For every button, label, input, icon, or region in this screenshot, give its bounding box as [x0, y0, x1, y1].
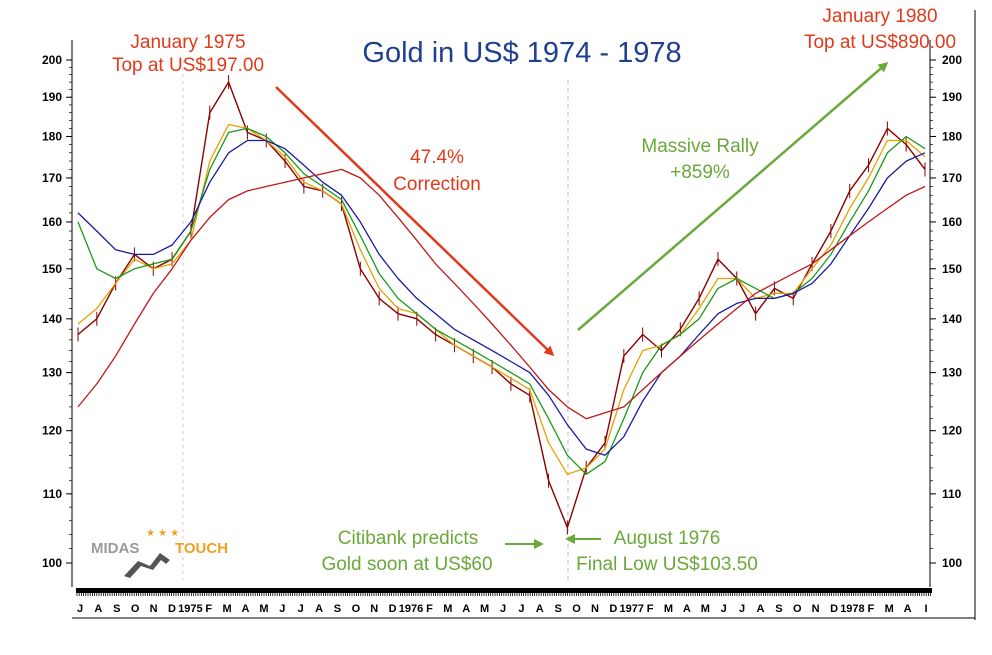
correction-arrow [275, 86, 555, 357]
x-tick-label: J [298, 603, 304, 615]
x-tick-label: S [775, 603, 782, 615]
y-axis-right: 100 110 120 130 140 150 160 170 180 190 200 [930, 53, 962, 570]
x-tick-label: S [113, 603, 120, 615]
x-tick-label: M [443, 603, 452, 615]
y-tick-label-left: 120 [42, 424, 62, 438]
x-tick-label: A [683, 603, 691, 615]
y-tick-label-left: 190 [42, 90, 62, 104]
y-tick-label-left: 140 [42, 312, 62, 326]
y-tick-label-left: 110 [43, 487, 63, 501]
x-tick-label: A [536, 603, 544, 615]
x-tick-label: N [370, 603, 378, 615]
aug1976-label-line2: Final Low US$103.50 [576, 554, 758, 575]
x-tick-label: J [721, 603, 727, 615]
x-tick-label: M [480, 603, 489, 615]
y-tick-label-left: 200 [42, 53, 62, 67]
y-tick-label-right: 100 [942, 556, 962, 570]
y-tick-label-right: 150 [942, 262, 962, 276]
x-tick-label: 1975 [178, 603, 202, 615]
logo-bull-icon [124, 553, 170, 578]
x-tick-label: 1977 [619, 603, 643, 615]
series-line-moving-average-short [77, 123, 926, 475]
x-tick-label: F [205, 603, 212, 615]
x-tick-label: A [242, 603, 250, 615]
rally-label-line2: +859% [670, 162, 730, 183]
jan1980-label-line1: January 1980 [822, 6, 937, 27]
x-axis: J A S O N D 1975 F M A M J J A S O N D 1976 F M A M J J A S O N D 1977… [76, 588, 932, 615]
x-tick-label: 1976 [399, 603, 423, 615]
x-tick-label: A [94, 603, 102, 615]
logo-stars: ★ ★ ★ [146, 528, 179, 539]
x-tick-label: N [150, 603, 158, 615]
correction-label-line1: 47.4% [410, 147, 464, 168]
logo-word-midas: MIDAS [91, 540, 139, 557]
series-layer [77, 75, 926, 535]
x-tick-label: S [555, 603, 562, 615]
x-tick-label: 1978 [840, 603, 864, 615]
x-tick-label: A [462, 603, 470, 615]
x-tick-label: M [223, 603, 232, 615]
x-tick-label: O [793, 603, 802, 615]
y-tick-label-left: 130 [42, 366, 62, 380]
y-tick-label-right: 160 [942, 215, 962, 229]
x-tick-label: O [572, 603, 581, 615]
x-tick-label: J [77, 603, 83, 615]
y-axis-left: 100 110 120 130 140 150 160 170 180 190 200 [42, 53, 72, 570]
x-tick-label: O [131, 603, 140, 615]
y-tick-label-right: 200 [942, 53, 962, 67]
y-tick-label-right: 180 [942, 129, 962, 143]
x-tick-label: D [389, 603, 397, 615]
x-tick-label: J [279, 603, 285, 615]
x-tick-label: A [757, 603, 765, 615]
x-tick-label: S [334, 603, 341, 615]
rally-label-line1: Massive Rally [641, 136, 759, 157]
midas-touch-logo: ★ ★ ★ MIDAS TOUCH [91, 528, 228, 578]
x-tick-label: M [701, 603, 710, 615]
series-line-moving-average-longest [77, 168, 926, 420]
y-tick-label-right: 120 [942, 424, 962, 438]
x-tick-label: D [830, 603, 838, 615]
logo-word-touch: TOUCH [175, 540, 228, 557]
x-axis-tick-band [76, 588, 932, 593]
rally-arrow [577, 62, 889, 331]
y-tick-label-right: 140 [942, 312, 962, 326]
y-tick-label-left: 160 [42, 215, 62, 229]
jan1975-label-line1: January 1975 [130, 32, 245, 53]
y-tick-label-left: 100 [42, 556, 62, 570]
chart-title: Gold in US$ 1974 - 1978 [362, 37, 681, 69]
citibank-label-line2: Gold soon at US$60 [321, 554, 492, 575]
x-tick-label: O [352, 603, 361, 615]
y-tick-label-right: 190 [942, 90, 962, 104]
x-tick-label: N [591, 603, 599, 615]
x-tick-label: J [518, 603, 524, 615]
series-line-moving-average-long [77, 139, 926, 456]
y-tick-label-right: 170 [942, 171, 962, 185]
jan1975-label-line2: Top at US$197.00 [112, 55, 264, 76]
x-tick-label: J [500, 603, 506, 615]
x-tick-label: A [315, 603, 323, 615]
y-tick-label-left: 180 [42, 129, 62, 143]
citibank-label-line1: Citibank predicts [338, 528, 478, 549]
x-tick-label: D [609, 603, 617, 615]
x-tick-label: D [168, 603, 176, 615]
x-tick-label: A [904, 603, 912, 615]
x-tick-label: M [259, 603, 268, 615]
x-tick-label: I [924, 603, 927, 615]
y-tick-label-left: 170 [42, 171, 62, 185]
x-tick-label: M [885, 603, 894, 615]
y-tick-label-right: 110 [942, 487, 962, 501]
x-tick-label: N [812, 603, 820, 615]
jan1980-label-line2: Top at US$890.00 [804, 32, 956, 53]
x-tick-label: J [739, 603, 745, 615]
x-tick-label: F [867, 603, 874, 615]
y-tick-label-left: 150 [42, 262, 62, 276]
x-tick-label: F [426, 603, 433, 615]
x-tick-label: F [647, 603, 654, 615]
x-tick-label: M [664, 603, 673, 615]
y-tick-label-right: 130 [942, 366, 962, 380]
correction-label-line2: Correction [393, 174, 481, 195]
aug1976-label-line1: August 1976 [614, 528, 721, 549]
